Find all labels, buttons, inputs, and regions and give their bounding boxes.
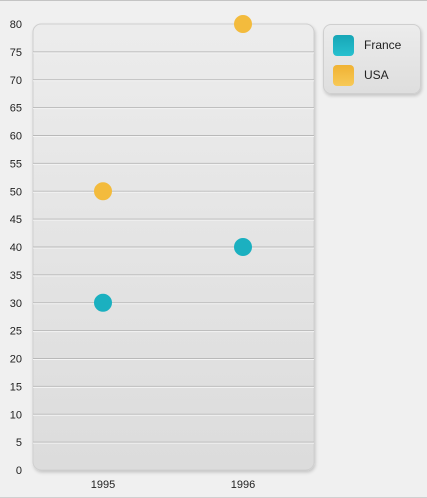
y-tick-label: 55	[10, 158, 22, 170]
legend-swatch-usa	[333, 64, 354, 86]
x-tick-label: 1996	[231, 479, 255, 491]
data-point-france-1996[interactable]	[234, 238, 252, 256]
y-tick-label: 10	[10, 409, 22, 421]
legend-swatch-france	[333, 34, 354, 56]
data-point-france-1995[interactable]	[94, 293, 112, 312]
y-tick-label: 15	[10, 381, 22, 393]
legend: France USA	[323, 24, 421, 94]
y-axis-ticks: 0 5 10 15 20 25 30 35 40 45 50 55 60 65 70 75 80	[10, 19, 22, 477]
y-tick-label: 20	[10, 354, 22, 366]
legend-item-france: France	[333, 34, 401, 56]
legend-item-usa: USA	[333, 64, 389, 86]
data-point-usa-1996[interactable]	[234, 15, 252, 33]
y-tick-label: 25	[10, 326, 22, 338]
y-tick-label: 60	[10, 131, 22, 143]
legend-label-usa: USA	[364, 68, 389, 82]
data-points	[94, 15, 252, 312]
y-tick-label: 40	[10, 242, 22, 254]
y-tick-label: 45	[10, 214, 22, 226]
x-tick-label: 1995	[91, 479, 115, 491]
y-tick-label: 75	[10, 47, 22, 59]
y-tick-label: 70	[10, 75, 22, 87]
y-tick-label: 30	[10, 298, 22, 310]
x-axis-ticks: 1995 1996	[91, 479, 255, 491]
y-tick-label: 0	[16, 465, 22, 477]
y-tick-label: 35	[10, 270, 22, 282]
y-tick-label: 80	[10, 19, 22, 31]
legend-label-france: France	[364, 38, 402, 52]
top-border	[0, 0, 427, 1]
grid-lines	[33, 51, 314, 444]
y-tick-label: 65	[10, 103, 22, 115]
y-tick-label: 5	[16, 437, 22, 449]
data-point-usa-1995[interactable]	[94, 182, 112, 201]
y-tick-label: 50	[10, 186, 22, 198]
